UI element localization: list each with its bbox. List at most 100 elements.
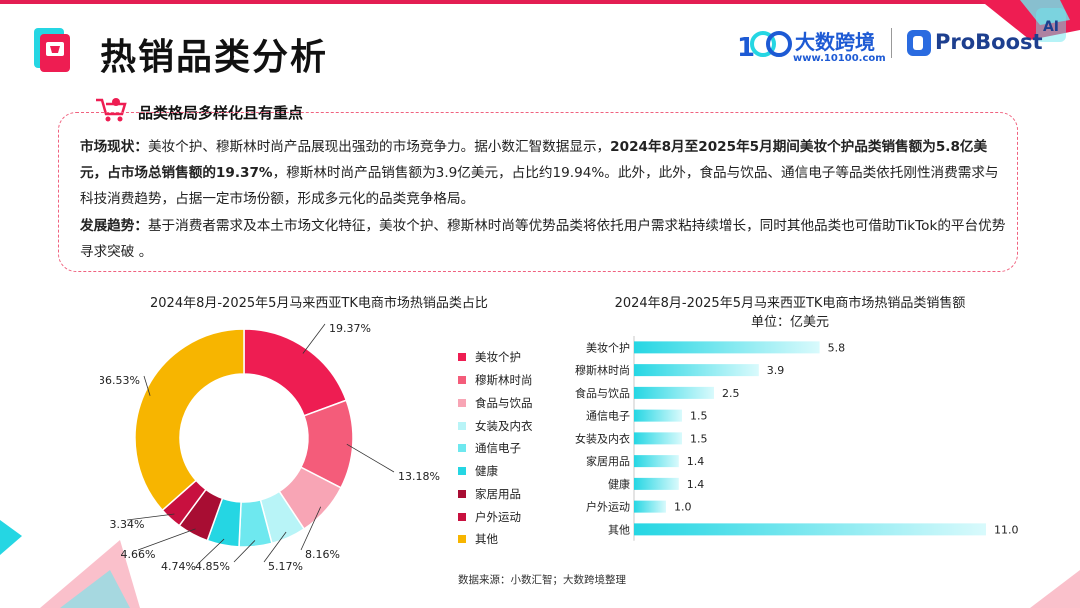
donut-slice-9 [134, 328, 245, 512]
donut-chart: 19.37% 13.18% 8.16%5.17% 4.85%4.74% 4.66% 3.3… [100, 322, 440, 573]
legend-label: 食品与饮品 [475, 395, 533, 410]
donut-data-label-7: 4.66% [121, 548, 156, 561]
ai-badge-decoration: AI [1036, 8, 1066, 42]
ai-badge-text: AI [1043, 19, 1059, 35]
paragraph-market-status: 市场现状：美妆个护、穆斯林时尚产品展现出强劲的市场竞争力。据小数汇智数据显示，2… [80, 134, 1010, 212]
donut-leader-line-6 [199, 538, 225, 563]
bar-chart-title: 2024年8月-2025年5月马来西亚TK电商市场热销品类销售额 [614, 296, 966, 311]
donut-data-label-6: 4.74% [161, 560, 196, 573]
legend-swatch [458, 489, 466, 498]
bar-value-label: 2.5 [722, 387, 740, 400]
bar-3 [634, 386, 714, 399]
legend-swatch [458, 376, 466, 385]
bar-1 [634, 341, 820, 354]
paragraph-trend: 发展趋势：基于消费者需求及本土市场文化特征，美妆个护、穆斯林时尚等优势品类将依托… [80, 213, 1010, 265]
donut-data-label-5: 4.85% [195, 560, 230, 573]
shopping-cart-icon [96, 98, 127, 122]
donut-data-label-3: 8.16% [305, 548, 340, 561]
bar-value-label: 1.5 [690, 432, 708, 445]
bar-9 [634, 523, 986, 536]
legend-item: 家居用品 [458, 483, 533, 506]
trend-label: 发展趋势： [80, 218, 148, 234]
bar-value-label: 3.9 [767, 364, 785, 377]
donut-data-label-1: 19.37% [329, 322, 371, 335]
legend-item: 女装及内衣 [458, 414, 533, 437]
bar-category-label: 其他 [608, 523, 630, 536]
bar-6 [634, 455, 679, 468]
legend-item: 户外运动 [458, 505, 533, 528]
text-box [58, 112, 1018, 272]
market-status-text-a: 美妆个护、穆斯林时尚产品展现出强劲的市场竞争力。据小数汇智数据显示， [147, 139, 611, 155]
bar-2 [634, 364, 759, 377]
donut-leader-line-4 [263, 531, 287, 563]
legend-label: 美妆个护 [475, 350, 521, 365]
bar-chart: 美妆个护 5.8 穆斯林时尚 3.9 食品与饮品 2.5 通信电子 1.5 女装及内衣 1.5 家居… [575, 336, 1019, 541]
donut-legend: 美妆个护穆斯林时尚食品与饮品女装及内衣通信电子健康家居用品户外运动其他 [458, 346, 533, 551]
donut-data-label-2: 13.18% [398, 470, 440, 483]
donut-leader-line-7 [137, 528, 196, 551]
corner-decoration-bottom-right [1030, 570, 1080, 608]
trend-text: 基于消费者需求及本土市场文化特征，美妆个护、穆斯林时尚等优势品类将依托用户需求粘… [80, 218, 1006, 260]
legend-item: 通信电子 [458, 437, 533, 460]
legend-item: 穆斯林时尚 [458, 369, 533, 392]
market-status-highlight: 2024年8月至2025年5月期间美妆个护品类销售额为5.8亿美元，占市场总销售… [80, 139, 988, 181]
logo-secondary-text: ProBoost [935, 30, 1043, 54]
logo-separator [891, 28, 892, 58]
donut-chart-title: 2024年8月-2025年5月马来西亚TK电商市场热销品类占比 [150, 296, 488, 311]
proboost-logo-icon [907, 30, 931, 56]
legend-label: 其他 [475, 532, 498, 547]
shopping-app-icon [34, 28, 70, 72]
market-status-text-b: ，穆斯林时尚产品销售额为3.9亿美元，占比约19.94%。此外，此外，食品与饮品… [80, 165, 999, 207]
logo-primary-text: 大数跨境 [795, 30, 875, 54]
bar-category-label: 美妆个护 [586, 340, 630, 354]
bar-value-label: 1.4 [687, 455, 705, 468]
data-source: 数据来源：小数汇智；大数跨境整理 [458, 574, 626, 586]
legend-swatch [458, 512, 466, 521]
bar-value-label: 1.0 [674, 501, 692, 514]
brand-logos: 1 大数跨境 www.10100.com ProBoost [735, 20, 1043, 70]
page-title: 热销品类分析 [100, 37, 329, 78]
donut-data-label-9: 36.53% [100, 374, 140, 387]
legend-label: 通信电子 [475, 441, 521, 456]
donut-leader-line-9 [143, 375, 151, 396]
legend-swatch [458, 353, 466, 362]
legend-item: 其他 [458, 528, 533, 551]
bar-category-label: 健康 [608, 477, 630, 491]
bar-category-label: 女装及内衣 [575, 431, 630, 445]
corner-decoration-bottom-left [0, 520, 140, 608]
donut-leader-line-3 [300, 506, 322, 551]
legend-label: 女装及内衣 [475, 418, 533, 433]
legend-item: 健康 [458, 460, 533, 483]
donut-slice-1 [243, 328, 348, 417]
bar-category-label: 户外运动 [586, 500, 630, 514]
donut-data-label-4: 5.17% [268, 560, 303, 573]
donut-leader-line-2 [346, 443, 395, 473]
legend-item: 食品与饮品 [458, 392, 533, 415]
bar-7 [634, 477, 679, 490]
legend-label: 户外运动 [475, 509, 521, 524]
donut-leader-line-1 [302, 323, 326, 354]
bar-value-label: 5.8 [828, 341, 846, 354]
legend-label: 健康 [475, 464, 498, 479]
logo-primary-url: www.10100.com [793, 53, 886, 64]
legend-swatch [458, 467, 466, 476]
top-stripe-decoration [0, 0, 1080, 4]
10100-logo-icon: 1 [737, 31, 792, 63]
legend-label: 穆斯林时尚 [475, 373, 533, 388]
bar-5 [634, 432, 682, 445]
legend-label: 家居用品 [475, 486, 521, 501]
legend-swatch [458, 444, 466, 453]
bar-category-label: 穆斯林时尚 [575, 363, 630, 377]
bar-4 [634, 409, 682, 422]
donut-leader-line-8 [126, 513, 175, 521]
legend-swatch [458, 535, 466, 544]
donut-leader-line-5 [233, 540, 256, 563]
donut-data-label-8: 3.34% [110, 518, 145, 531]
bar-chart-unit: 单位：亿美元 [750, 315, 829, 330]
legend-swatch [458, 398, 466, 407]
bar-value-label: 1.4 [687, 478, 705, 491]
market-status-label: 市场现状： [80, 139, 148, 155]
section-subtitle: 品类格局多样化且有重点 [138, 104, 304, 122]
bar-category-label: 家居用品 [586, 454, 630, 468]
bar-value-label: 11.0 [994, 523, 1019, 536]
